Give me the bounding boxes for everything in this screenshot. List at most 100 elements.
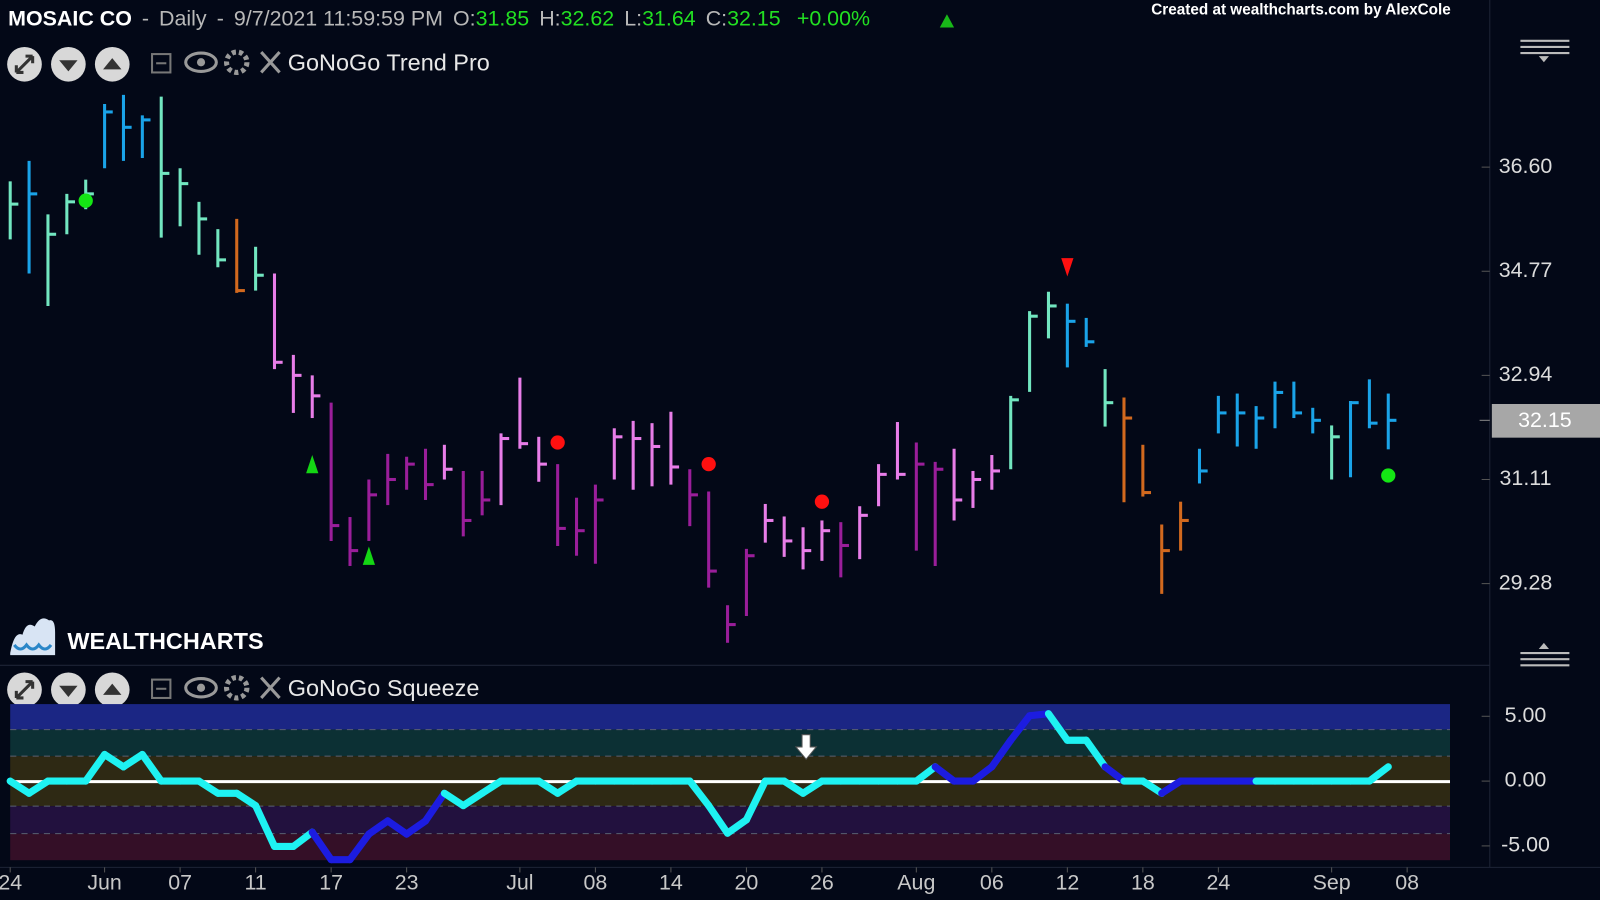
up-icon: [103, 58, 122, 70]
squeeze-segment: [421, 789, 448, 825]
toolbar: GoNoGo Trend Pro: [7, 46, 490, 82]
x-tick-label: 08: [1395, 870, 1419, 894]
squeeze-segment: [799, 777, 826, 797]
squeeze-segment: [686, 777, 713, 810]
y-tick-label: 34.77: [1499, 258, 1553, 282]
settings-button[interactable]: [223, 675, 250, 701]
squeeze-segment: [988, 736, 1015, 771]
signal-dot: [78, 193, 93, 208]
squeeze-segment: [780, 777, 807, 797]
logo-mark: [10, 618, 56, 656]
x-tick-label: 08: [584, 870, 608, 894]
squeeze-segment: [1007, 712, 1034, 744]
squeeze-segment: [252, 802, 279, 850]
y-tick-label: 29.28: [1499, 570, 1553, 594]
x-tick-label: 23: [395, 870, 419, 894]
close-label: C:: [706, 6, 727, 30]
y-tick-label: -5.00: [1501, 833, 1550, 857]
collapse-button[interactable]: [151, 678, 172, 699]
y-tick-label: 5.00: [1505, 703, 1547, 727]
squeeze-segment: [554, 777, 581, 797]
logo: WEALTHCHARTS: [10, 618, 264, 656]
eye-pupil: [196, 683, 206, 692]
squeeze-segment: [1082, 736, 1109, 771]
squeeze-segment: [365, 817, 392, 838]
low-label: L:: [624, 6, 642, 30]
squeeze-segment: [119, 750, 146, 771]
signal-dot: [701, 456, 716, 472]
squeeze-segment: [1044, 710, 1071, 744]
scale-menu[interactable]: [1520, 39, 1570, 55]
expand-icon: [14, 54, 35, 74]
scale-menu-arrow: [1538, 56, 1549, 63]
squeeze-segment: [535, 777, 562, 797]
squeeze-segment: [1139, 777, 1166, 797]
signal-triangle: [306, 454, 319, 474]
close-value: 32.15: [727, 6, 781, 30]
band-boundary: [10, 729, 1450, 835]
squeeze-segment: [403, 817, 430, 838]
squeeze-arrow: [794, 734, 818, 760]
y-tick-label: 32.94: [1499, 362, 1553, 386]
squeeze-segment: [233, 789, 260, 810]
eye-pupil: [196, 58, 206, 67]
y-tick-label: 0.00: [1505, 768, 1547, 792]
squeeze-segment: [82, 750, 109, 785]
visibility-button[interactable]: [184, 51, 218, 73]
y-tick-label: 36.60: [1499, 154, 1553, 178]
band: [10, 729, 1450, 757]
panel-title: GoNoGo Squeeze: [288, 675, 480, 701]
signal-triangle: [1061, 258, 1074, 277]
toolbar: GoNoGo Squeeze: [7, 672, 480, 708]
x-tick-label: 06: [980, 870, 1004, 894]
down-icon: [59, 60, 78, 72]
plot: 36.60 34.77 32.94 31.11 29.28 32.15 5.00 0.00 -5…: [0, 94, 1600, 894]
credit: Created at wealthcharts.com by AlexCole: [1151, 1, 1451, 18]
remove-button[interactable]: [260, 51, 281, 74]
squeeze-segment: [478, 777, 505, 797]
signal-dot: [814, 494, 830, 509]
squeeze-segment: [138, 750, 165, 785]
x-tick-label: 18: [1131, 870, 1155, 894]
header: MOSAIC CO - Daily - 9/7/2021 11:59:59 PM…: [8, 6, 870, 30]
squeeze-segment: [289, 828, 316, 850]
logo-text: WEALTHCHARTS: [67, 628, 263, 654]
squeeze-segment: [101, 750, 128, 771]
panel-title: GoNoGo Trend Pro: [288, 49, 490, 75]
low-value: 31.64: [642, 6, 696, 30]
separator: -: [142, 6, 149, 30]
squeeze-segment: [969, 763, 996, 785]
band: [10, 833, 1450, 861]
remove-button[interactable]: [260, 676, 281, 699]
signal-triangle: [362, 546, 375, 565]
x-tick-label: 14: [659, 870, 683, 894]
squeeze-segment: [195, 777, 222, 797]
down-icon: [59, 685, 78, 697]
settings-button[interactable]: [223, 49, 250, 75]
x-tick-label: 07: [168, 870, 192, 894]
band: [10, 704, 1450, 730]
separator: -: [217, 6, 224, 30]
interval: Daily: [159, 6, 207, 30]
collapse-button[interactable]: [151, 53, 172, 74]
x-tick-label: Jun: [87, 870, 122, 894]
x-tick-label: 17: [319, 870, 343, 894]
scale-menu[interactable]: [1520, 652, 1570, 667]
high-label: H:: [539, 6, 560, 30]
x-tick-label: Jul: [506, 870, 533, 894]
symbol: MOSAIC CO: [8, 6, 132, 30]
x-tick-label: 24: [0, 870, 22, 894]
x-tick-label: 26: [810, 870, 834, 894]
high-value: 32.62: [561, 6, 615, 30]
x-tick-label: 24: [1206, 870, 1230, 894]
squeeze-segment: [705, 802, 732, 837]
squeeze-segment: [459, 789, 486, 810]
open-value: 31.85: [476, 6, 530, 30]
x-tick-label: 12: [1055, 870, 1079, 894]
visibility-button[interactable]: [184, 677, 218, 699]
squeeze-segment: [384, 817, 411, 838]
logo-wave: [13, 642, 53, 651]
x-tick-label: 20: [735, 870, 759, 894]
